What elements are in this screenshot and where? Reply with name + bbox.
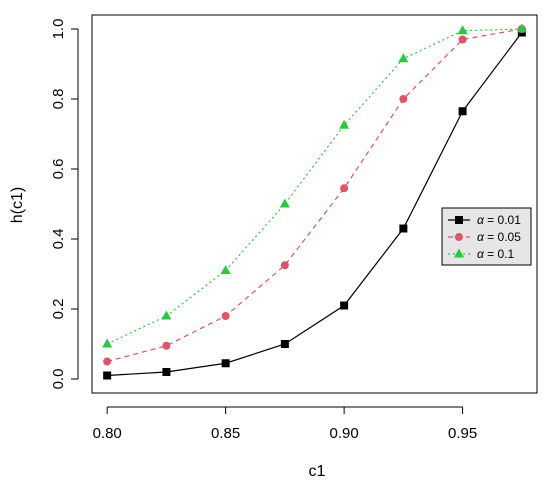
data-point bbox=[458, 107, 467, 116]
legend-items: α = 0.01α = 0.05α = 0.1 bbox=[448, 213, 521, 261]
x-tick-label: 0.85 bbox=[211, 425, 240, 442]
data-point bbox=[221, 312, 230, 320]
data-point bbox=[398, 53, 409, 63]
y-tick-label: 1.0 bbox=[50, 19, 67, 40]
data-point bbox=[103, 357, 112, 366]
legend-marker bbox=[454, 248, 464, 258]
series-line bbox=[106, 28, 522, 345]
data-point bbox=[221, 359, 230, 368]
plot-frame bbox=[91, 14, 538, 394]
x-tick-label: 0.80 bbox=[93, 425, 122, 442]
y-tick-label: 0.8 bbox=[50, 89, 67, 110]
x-tick-label: 0.95 bbox=[448, 425, 477, 442]
legend-item: α = 0.05 bbox=[448, 230, 521, 244]
legend-label: α = 0.1 bbox=[477, 247, 515, 261]
y-tick-label: 0.0 bbox=[50, 369, 67, 390]
data-point bbox=[399, 95, 408, 103]
legend-marker bbox=[455, 216, 463, 224]
legend-item: α = 0.1 bbox=[448, 247, 515, 261]
y-axis: 0.0 0.2 0.4 0.6 0.8 1.0 bbox=[50, 19, 79, 390]
data-point bbox=[162, 341, 171, 350]
data-point bbox=[103, 371, 112, 380]
x-tick-label: 0.90 bbox=[330, 425, 359, 442]
y-tick-label: 0.6 bbox=[50, 159, 67, 180]
data-point bbox=[457, 25, 468, 35]
legend-value: = 0.1 bbox=[484, 247, 515, 261]
legend-value: = 0.05 bbox=[484, 230, 521, 244]
legend-label: α = 0.05 bbox=[477, 230, 521, 244]
legend-item: α = 0.01 bbox=[448, 213, 521, 227]
data-point bbox=[280, 340, 289, 348]
series-2 bbox=[103, 25, 526, 366]
data-point bbox=[220, 265, 231, 274]
data-point bbox=[102, 338, 113, 348]
data-point bbox=[340, 184, 349, 193]
legend-alpha: α bbox=[477, 213, 485, 227]
x-axis: 0.80 0.85 0.90 0.95 bbox=[93, 406, 477, 442]
y-axis-title: h(c1) bbox=[9, 187, 26, 223]
data-point bbox=[458, 35, 467, 44]
data-point bbox=[340, 301, 349, 310]
data-point bbox=[516, 23, 527, 33]
series-layer bbox=[102, 23, 527, 380]
y-tick-label: 0.2 bbox=[50, 299, 67, 320]
series-line bbox=[107, 32, 523, 377]
series-3 bbox=[102, 23, 527, 348]
series-1 bbox=[103, 28, 526, 380]
data-point bbox=[399, 224, 408, 233]
data-point bbox=[161, 310, 172, 320]
x-axis-title: c1 bbox=[309, 463, 326, 480]
data-point bbox=[339, 119, 350, 129]
legend-value: = 0.01 bbox=[484, 213, 521, 227]
legend-alpha: α bbox=[477, 230, 485, 244]
series-line bbox=[107, 28, 522, 363]
legend-label: α = 0.01 bbox=[477, 213, 521, 227]
legend: α = 0.01α = 0.05α = 0.1 bbox=[441, 207, 532, 266]
y-tick-label: 0.4 bbox=[50, 229, 67, 250]
data-point bbox=[280, 261, 289, 270]
legend-marker bbox=[455, 233, 463, 241]
legend-alpha: α bbox=[477, 247, 485, 261]
data-point bbox=[162, 368, 171, 376]
data-point bbox=[279, 198, 290, 208]
